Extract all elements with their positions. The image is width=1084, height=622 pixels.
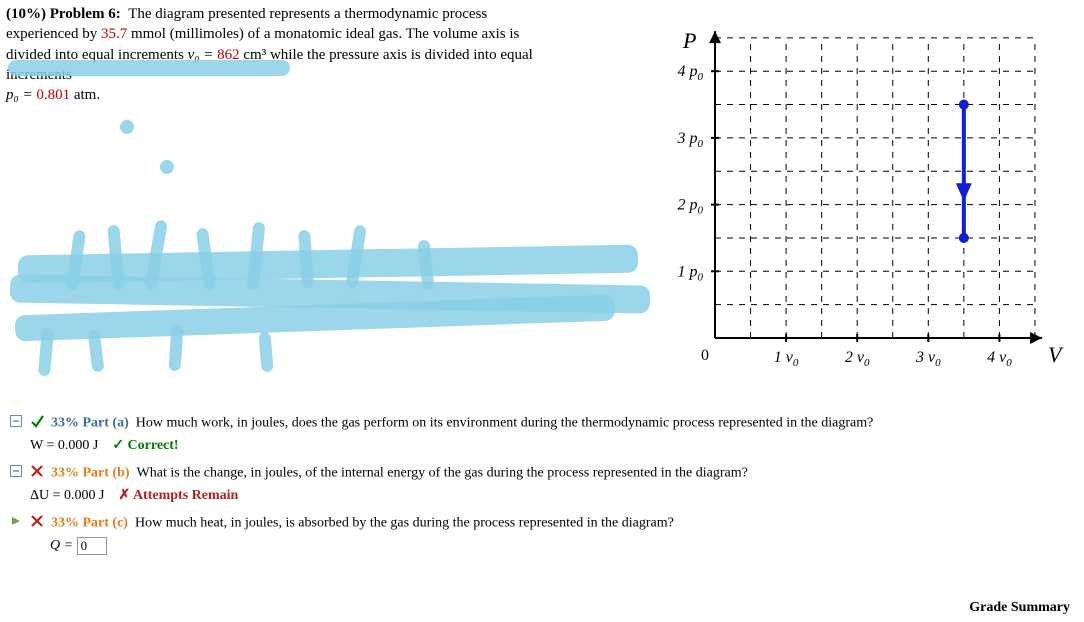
expand-icon[interactable] [10, 515, 22, 532]
svg-text:V: V [1048, 342, 1064, 367]
part-a-val: 0.000 J [58, 438, 98, 453]
svg-text:P: P [682, 28, 696, 53]
part-b-pct: 33% [51, 466, 79, 481]
svg-text:2 p0: 2 p0 [678, 197, 704, 217]
problem-weight: (10%) [6, 6, 46, 22]
part-b-answer: ΔU = 0.000 J ✗ Attempts Remain [30, 487, 1074, 504]
part-a-answer: W = 0.000 J ✓ Correct! [30, 437, 1074, 454]
part-c-answer-row: Q = 0 [50, 537, 1074, 555]
part-b-row: 33% Part (b) What is the change, in joul… [10, 464, 1074, 483]
problem-header: (10%) Problem 6: The diagram presented r… [0, 0, 560, 107]
part-a-row: 33% Part (a) How much work, in joules, d… [10, 414, 1074, 433]
part-b-status: ✗ Attempts Remain [118, 488, 238, 503]
part-a-pct: 33% [51, 416, 79, 431]
part-c-sym: Q = [50, 538, 77, 553]
part-a-status-text: Correct! [128, 438, 179, 453]
part-a-question: How much work, in joules, does the gas p… [136, 416, 874, 431]
p0-unit: atm. [70, 87, 100, 103]
collapse-icon[interactable] [10, 415, 22, 432]
svg-text:4 v0: 4 v0 [987, 349, 1012, 369]
svg-text:3 p0: 3 p0 [677, 130, 704, 150]
problem-title: Problem 6: [50, 6, 121, 22]
grade-summary-label: Grade Summary [969, 600, 1070, 616]
p0-label: p₀ = [6, 87, 36, 103]
svg-text:3 v0: 3 v0 [915, 349, 941, 369]
part-a-status: ✓ Correct! [112, 438, 178, 453]
collapse-icon[interactable] [10, 465, 22, 482]
pv-diagram-svg: 1 v0 2 v0 3 v0 4 v0 1 p0 2 p0 3 p0 4 p0 0 V P [655, 8, 1075, 388]
scribble-stroke [160, 160, 174, 174]
scribble-stroke [120, 120, 134, 134]
part-b-label: Part (b) [83, 466, 130, 481]
part-c-pct: 33% [51, 516, 79, 531]
scribble-stroke [258, 332, 273, 373]
x-icon [30, 514, 44, 533]
mmol-value: 35.7 [101, 26, 127, 42]
part-c-question: How much heat, in joules, is absorbed by… [135, 516, 674, 531]
scribble-stroke [168, 325, 183, 372]
svg-text:1 p0: 1 p0 [678, 263, 704, 283]
p0-value: 0.801 [36, 87, 70, 103]
x-icon [30, 464, 44, 483]
svg-text:2 v0: 2 v0 [845, 349, 870, 369]
part-b-sym: ΔU = [30, 488, 64, 503]
part-b-val: 0.000 J [64, 488, 104, 503]
part-c-row: 33% Part (c) How much heat, in joules, i… [10, 514, 1074, 533]
part-a-label: Part (a) [83, 416, 129, 431]
parts-section: 33% Part (a) How much work, in joules, d… [10, 408, 1074, 565]
part-c-label: Part (c) [83, 516, 128, 531]
scribble-stroke [8, 60, 290, 76]
svg-text:0: 0 [701, 347, 709, 364]
svg-text:1 v0: 1 v0 [774, 349, 799, 369]
check-icon [30, 414, 44, 433]
part-a-sym: W = [30, 438, 58, 453]
part-c-input[interactable]: 0 [77, 537, 107, 555]
part-b-status-text: Attempts Remain [133, 488, 238, 503]
svg-text:4 p0: 4 p0 [678, 63, 704, 83]
pv-diagram: 1 v0 2 v0 3 v0 4 v0 1 p0 2 p0 3 p0 4 p0 0 V P [655, 8, 1075, 388]
part-b-question: What is the change, in joules, of the in… [137, 466, 748, 481]
